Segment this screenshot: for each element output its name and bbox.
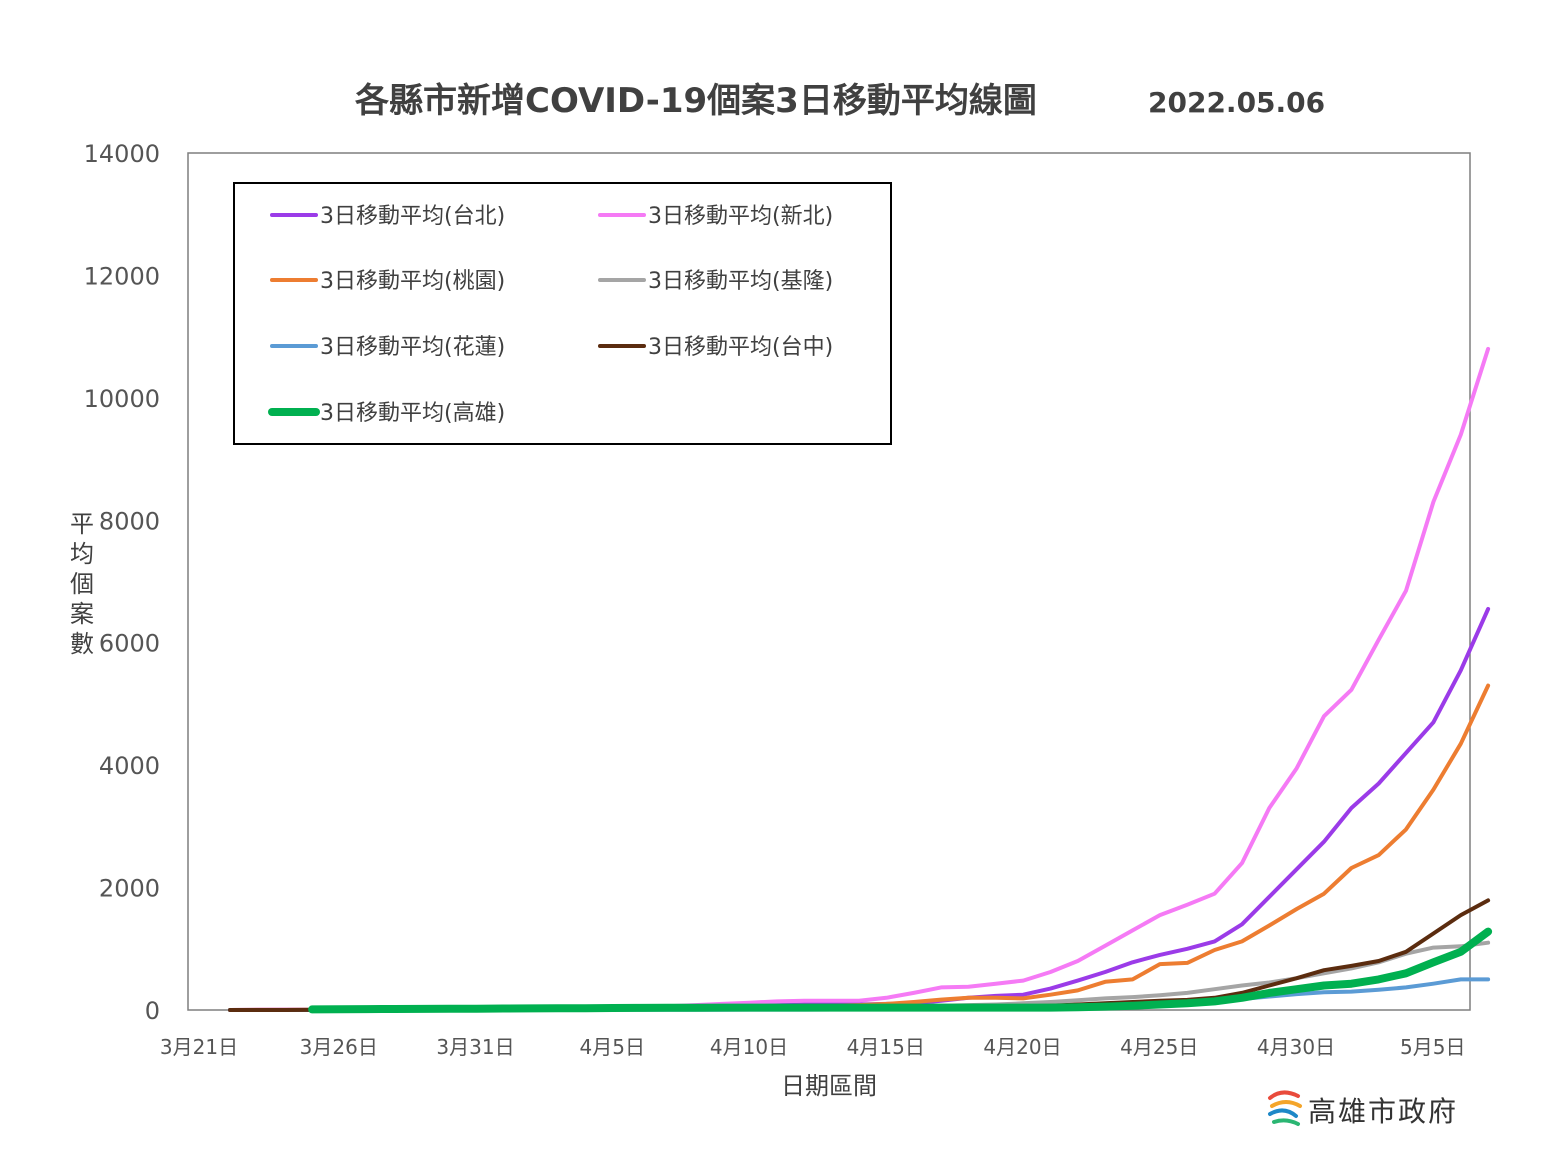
footer-org-name: 高雄市政府 <box>1308 1095 1458 1128</box>
x-tick-label: 4月5日 <box>580 1035 645 1059</box>
legend-box <box>233 182 892 445</box>
series-line <box>228 607 1491 1012</box>
y-tick-label: 6000 <box>99 630 160 658</box>
legend: 3日移動平均(台北) 3日移動平均(新北) 3日移動平均(桃園) 3日移動平均(基隆)… <box>233 182 892 445</box>
y-tick-label: 0 <box>145 997 160 1025</box>
legend-label: 3日移動平均(高雄) <box>320 401 505 426</box>
series-lines <box>228 346 1493 1014</box>
legend-label: 3日移動平均(桃園) <box>320 269 505 294</box>
x-tick-label: 3月26日 <box>300 1035 378 1059</box>
legend-label: 3日移動平均(台北) <box>320 204 505 229</box>
legend-label: 3日移動平均(基隆) <box>648 269 833 294</box>
x-axis-ticks: 3月21日 3月26日 3月31日 4月5日 4月10日 4月15日 4月20日 4月25日 4… <box>160 1035 1466 1059</box>
y-tick-label: 8000 <box>99 507 160 535</box>
y-tick-label: 4000 <box>99 752 160 780</box>
chart-date: 2022.05.06 <box>1148 86 1325 119</box>
x-axis-label: 日期區間 <box>781 1072 877 1100</box>
y-tick-label: 2000 <box>99 875 160 903</box>
x-tick-label: 4月15日 <box>847 1035 925 1059</box>
series-line <box>228 346 1491 1012</box>
y-tick-label: 12000 <box>84 262 160 290</box>
legend-label: 3日移動平均(台中) <box>648 335 833 360</box>
x-tick-label: 3月21日 <box>160 1035 238 1059</box>
legend-label: 3日移動平均(新北) <box>648 204 833 229</box>
series-line <box>308 927 1493 1014</box>
x-tick-label: 4月20日 <box>983 1035 1061 1059</box>
x-tick-label: 3月31日 <box>436 1035 514 1059</box>
y-axis-ticks: 0 2000 4000 6000 8000 10000 12000 14000 <box>84 140 160 1025</box>
y-axis-label: 平均個案數 <box>70 510 94 658</box>
x-tick-label: 5月5日 <box>1400 1035 1465 1059</box>
chart-title: 各縣市新增COVID-19個案3日移動平均線圖 <box>355 81 1037 121</box>
y-tick-label: 14000 <box>84 140 160 168</box>
x-tick-label: 4月25日 <box>1120 1035 1198 1059</box>
x-tick-label: 4月30日 <box>1257 1035 1335 1059</box>
x-tick-label: 4月10日 <box>710 1035 788 1059</box>
kaohsiung-logo-icon <box>1268 1090 1302 1126</box>
legend-label: 3日移動平均(花蓮) <box>320 335 505 360</box>
y-tick-label: 10000 <box>84 385 160 413</box>
series-line <box>228 683 1491 1012</box>
